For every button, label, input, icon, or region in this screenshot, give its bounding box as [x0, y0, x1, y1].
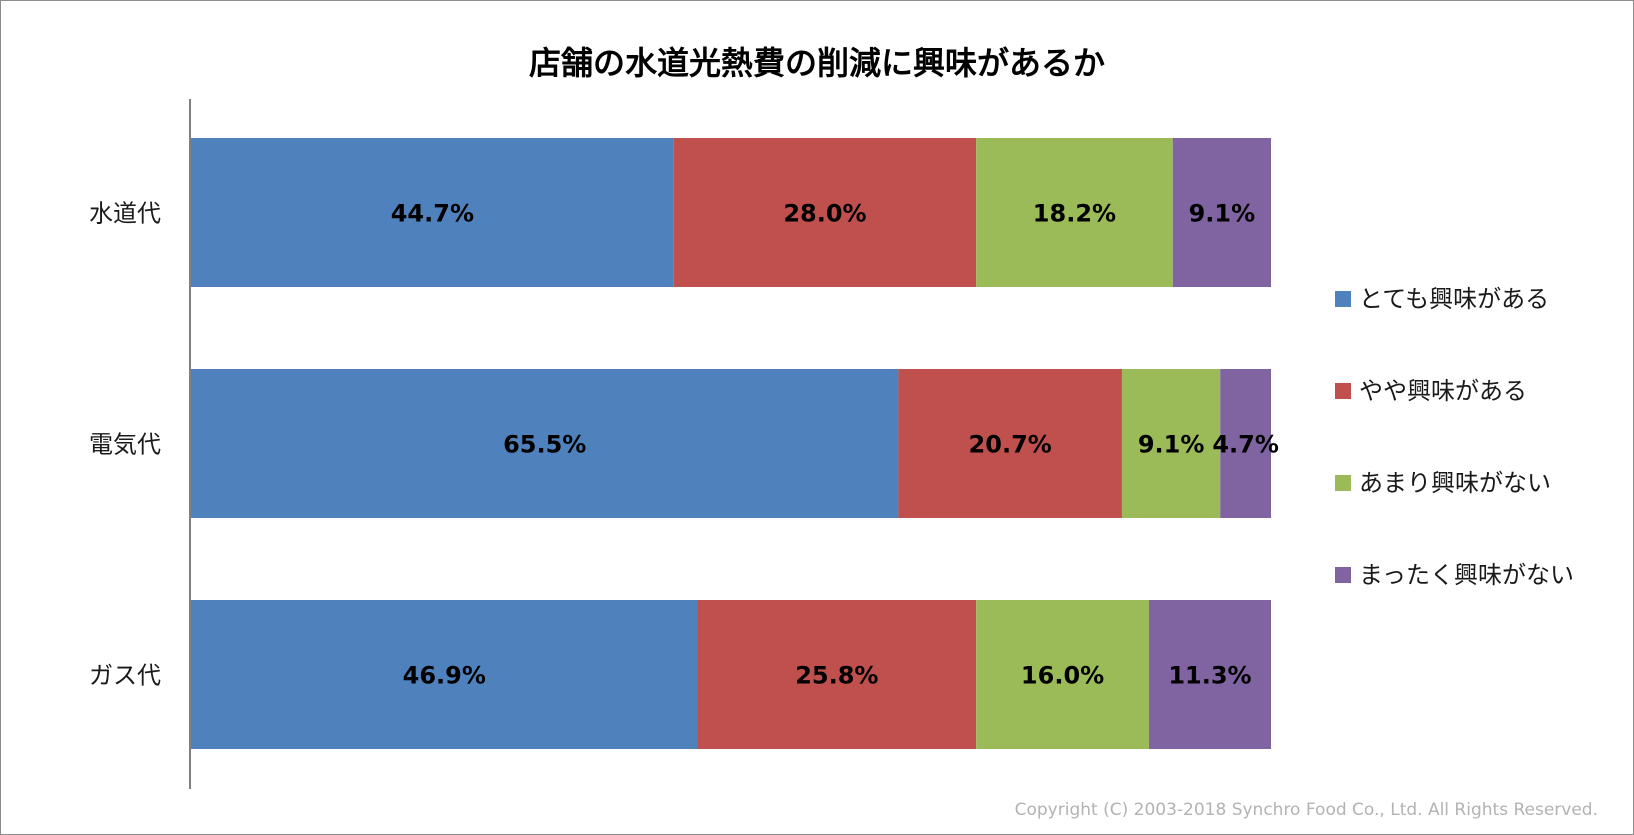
data-label: 46.9% — [403, 662, 486, 690]
legend-label: とても興味がある — [1359, 285, 1549, 313]
data-label: 44.7% — [391, 200, 474, 228]
bar-segment — [1121, 369, 1221, 518]
legend-label: やや興味がある — [1359, 377, 1527, 405]
bar-segment — [191, 600, 698, 749]
bar-segment — [1172, 138, 1271, 287]
data-label: 9.1% — [1138, 431, 1205, 459]
bars-group: 水道代 44.7% 28.0% 18.2% 9.1%電気代 65.5% 20.7% 9.1% 4… — [89, 138, 1279, 749]
legend-swatch — [1335, 567, 1351, 583]
data-label: 65.5% — [503, 431, 586, 459]
data-label: 9.1% — [1189, 200, 1256, 228]
data-label: 11.3% — [1168, 662, 1251, 690]
bar-segment — [976, 138, 1173, 287]
legend-label: あまり興味がない — [1359, 469, 1551, 497]
bar-segment — [898, 369, 1122, 518]
bar-segment — [697, 600, 977, 749]
bar-segment — [976, 600, 1149, 749]
legend-swatch — [1335, 475, 1351, 491]
bar-segment — [191, 138, 674, 287]
bar-segment — [1220, 369, 1271, 518]
category-label: 水道代 — [89, 200, 161, 228]
data-label: 4.7% — [1212, 431, 1279, 459]
data-label: 16.0% — [1021, 662, 1104, 690]
data-label: 28.0% — [783, 200, 866, 228]
legend-swatch — [1335, 291, 1351, 307]
bar-segment — [191, 369, 899, 518]
legend-label: まったく興味がない — [1359, 561, 1574, 589]
legend-swatch — [1335, 383, 1351, 399]
bar-segment — [1148, 600, 1271, 749]
data-label: 25.8% — [795, 662, 878, 690]
bar-segment — [673, 138, 977, 287]
data-label: 18.2% — [1033, 200, 1116, 228]
copyright-text: Copyright (C) 2003-2018 Synchro Food Co.… — [1015, 800, 1598, 820]
data-label: 20.7% — [969, 431, 1052, 459]
chart-title: 店舗の水道光熱費の削減に興味があるか — [529, 44, 1105, 82]
category-label: ガス代 — [89, 662, 161, 690]
category-label: 電気代 — [89, 431, 161, 459]
